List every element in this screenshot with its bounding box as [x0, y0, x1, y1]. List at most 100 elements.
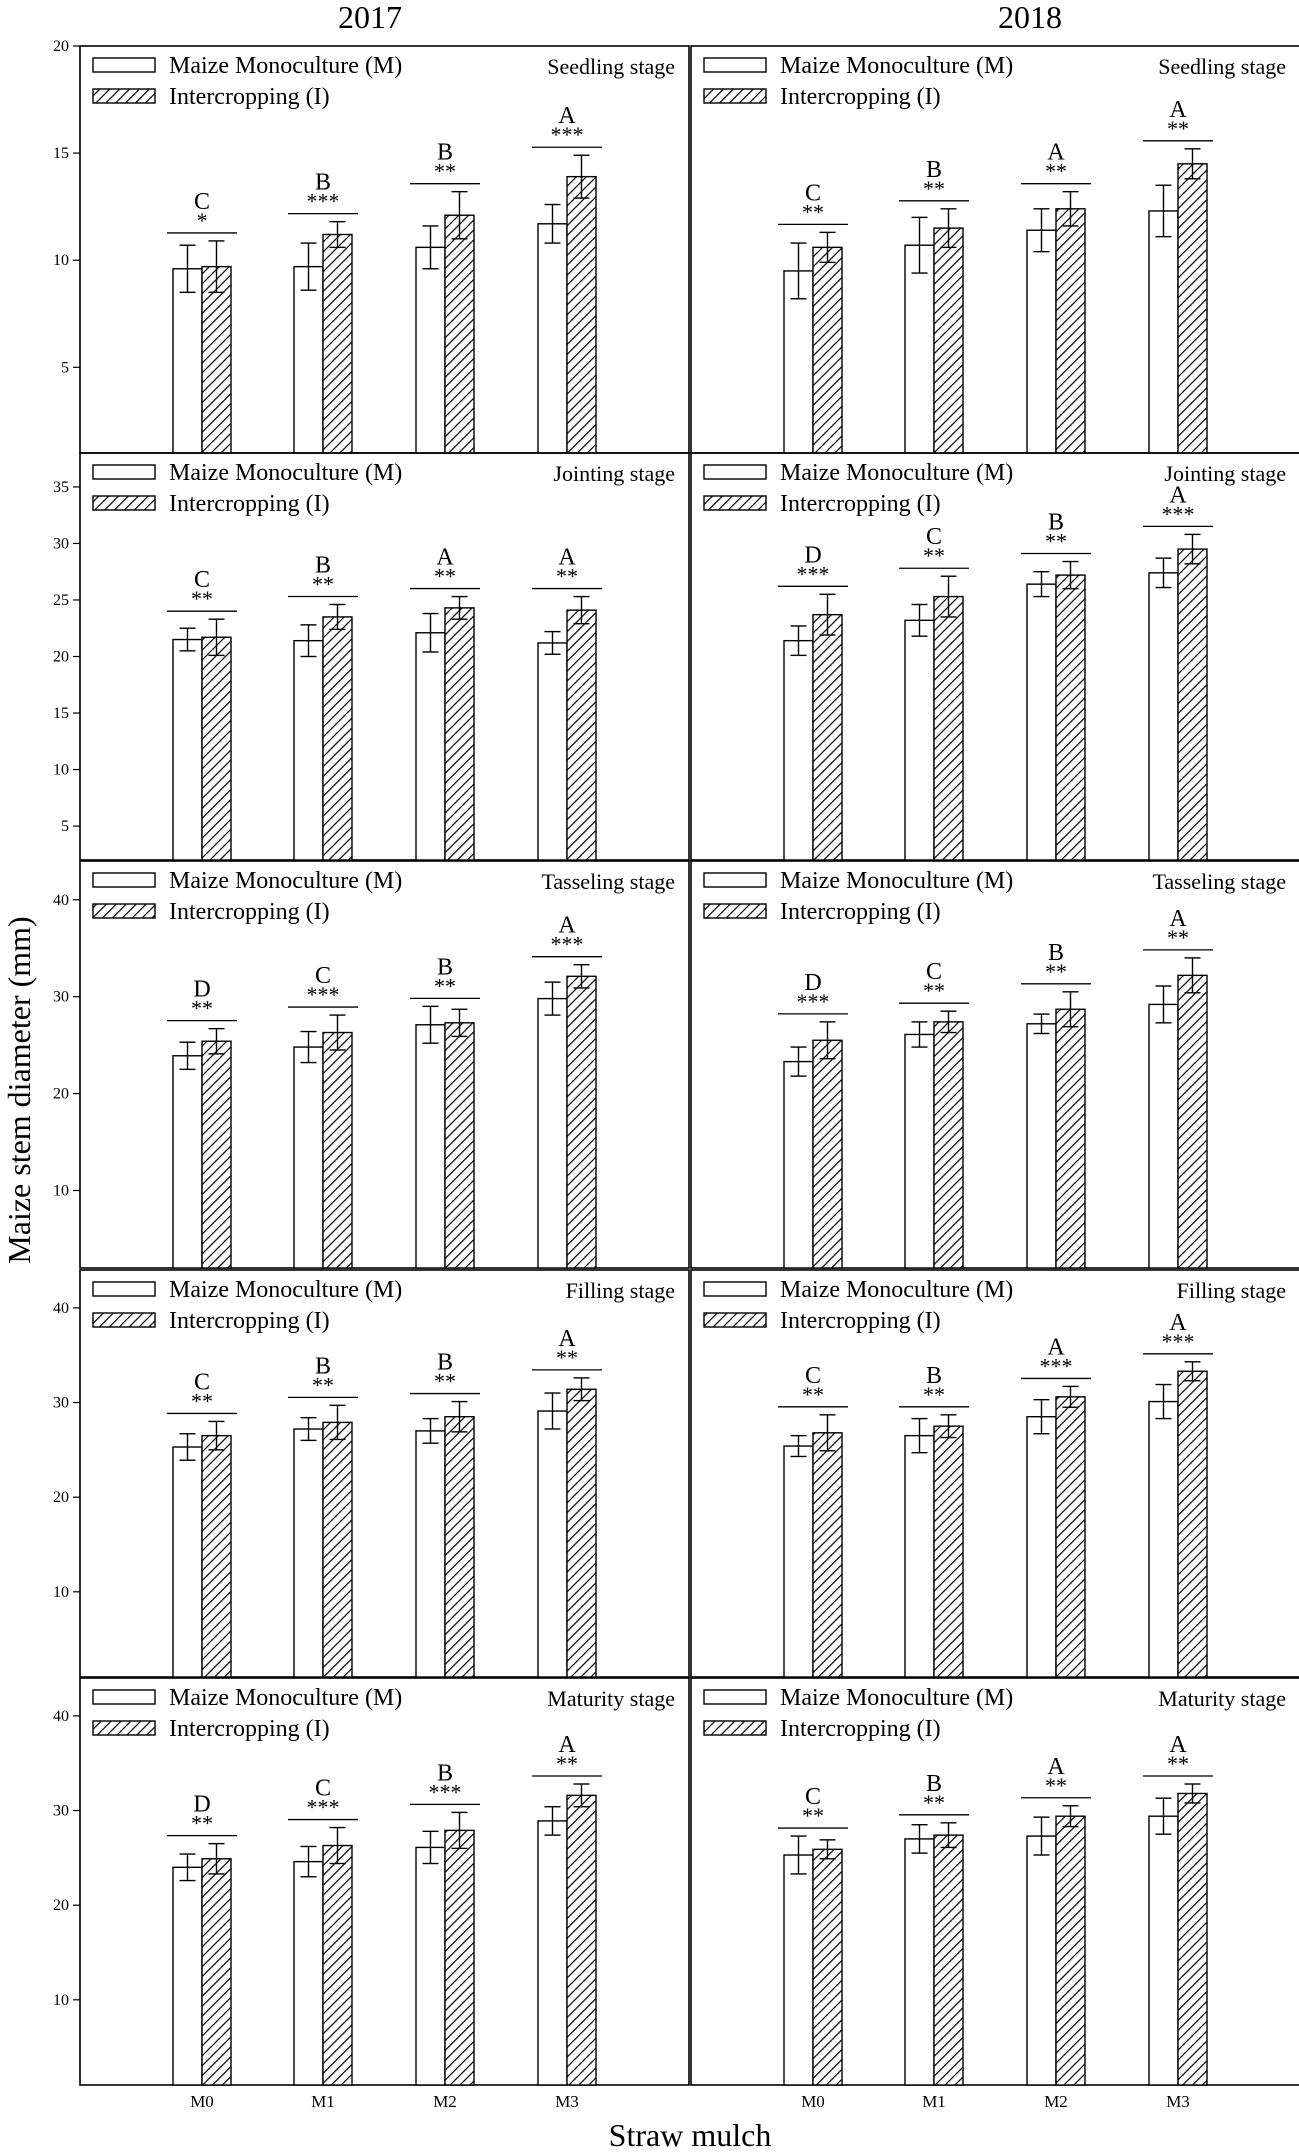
- panel-frame: [690, 1269, 1299, 1678]
- group-letter: B: [437, 1350, 453, 1376]
- group-letter: B: [926, 1363, 942, 1389]
- bar-monoculture: [783, 1445, 814, 1678]
- bar-intercropping: [201, 1858, 232, 2086]
- group-letter: A: [1169, 482, 1187, 508]
- significance-stars: **: [191, 586, 213, 611]
- legend-swatch-monoculture: [703, 872, 767, 888]
- bar-monoculture: [293, 1428, 324, 1678]
- y-tick-label: 5: [61, 359, 69, 376]
- significance-stars: *: [197, 208, 208, 233]
- significance-stars: **: [1045, 1773, 1067, 1798]
- bar-intercropping: [933, 1425, 964, 1678]
- bar-monoculture: [904, 1434, 935, 1678]
- bar-monoculture: [1148, 1400, 1179, 1678]
- significance-stars: ***: [1162, 1329, 1195, 1354]
- bar-intercropping: [812, 1039, 843, 1269]
- legend-label-monoculture: Maize Monoculture (M): [169, 53, 402, 79]
- bar-intercropping: [444, 1829, 475, 2086]
- bar-intercropping: [322, 1031, 353, 1269]
- legend-swatch-intercropping: [703, 495, 767, 511]
- bar-monoculture: [904, 1838, 935, 2086]
- group-letter: A: [1169, 97, 1187, 123]
- panel-2018-jointing-stage: Jointing stage Maize Monoculture (M) Inter…: [690, 452, 1299, 861]
- panel-frame: [79, 1269, 690, 1678]
- bar-monoculture: [172, 1866, 203, 2086]
- group-letter: A: [558, 103, 576, 129]
- bar-monoculture: [1026, 1416, 1057, 1678]
- bar-monoculture: [415, 632, 446, 861]
- y-tick-label: 30: [53, 535, 69, 552]
- y-tick-label: 40: [53, 1708, 69, 1725]
- bar-intercropping: [933, 1021, 964, 1269]
- y-tick-label: 20: [53, 1897, 69, 1914]
- x-tick-label: M2: [1044, 2092, 1068, 2111]
- significance-stars: **: [923, 543, 945, 568]
- bar-intercropping: [444, 1416, 475, 1678]
- stage-label: Tasseling stage: [1153, 869, 1286, 894]
- significance-stars: **: [191, 996, 213, 1021]
- panel-2017-tasseling-stage: 10 20 30 40 Tasseling stage Maize Monoculture…: [53, 860, 690, 1269]
- panel-frame: [690, 452, 1299, 861]
- bar-intercropping: [933, 595, 964, 861]
- bar-intercropping: [1055, 1008, 1086, 1269]
- group-letter: C: [194, 189, 210, 215]
- y-tick-label: 40: [53, 1300, 69, 1317]
- legend-swatch-monoculture: [92, 872, 156, 888]
- panel-2017-filling-stage: 10 20 30 40 Filling stage Maize Monoculture (…: [53, 1269, 690, 1678]
- legend-label-intercropping: Intercropping (I): [169, 1716, 330, 1742]
- bar-intercropping: [933, 227, 964, 454]
- bar-monoculture: [537, 642, 568, 861]
- bar-monoculture: [293, 1860, 324, 2086]
- bar-intercropping: [933, 1834, 964, 2086]
- significance-stars: **: [312, 571, 334, 596]
- legend-swatch-monoculture: [703, 1281, 767, 1297]
- bar-intercropping: [201, 1040, 232, 1269]
- stage-label: Maturity stage: [1158, 1686, 1286, 1711]
- bar-intercropping: [1177, 163, 1208, 454]
- bar-monoculture: [904, 1033, 935, 1269]
- panel-frame: [690, 1677, 1299, 2086]
- legend-swatch-intercropping: [92, 495, 156, 511]
- y-tick-label: 30: [53, 989, 69, 1006]
- significance-stars: ***: [307, 189, 340, 214]
- bar-intercropping: [1177, 1370, 1208, 1678]
- bar-intercropping: [812, 613, 843, 861]
- group-letter: A: [1169, 906, 1187, 932]
- group-letter: C: [805, 1363, 821, 1389]
- stage-label: Maturity stage: [547, 1686, 675, 1711]
- significance-stars: **: [1167, 925, 1189, 950]
- bar-intercropping: [322, 1844, 353, 2086]
- legend-swatch-monoculture: [703, 1689, 767, 1705]
- significance-stars: **: [1167, 1751, 1189, 1776]
- bar-monoculture: [293, 639, 324, 861]
- stage-label: Jointing stage: [1164, 461, 1286, 486]
- legend-label-monoculture: Maize Monoculture (M): [169, 1685, 402, 1711]
- legend-swatch-intercropping: [703, 1312, 767, 1328]
- x-tick-label: M1: [311, 2092, 335, 2111]
- bar-monoculture: [172, 1055, 203, 1269]
- group-letter: A: [558, 545, 576, 571]
- significance-stars: **: [1045, 159, 1067, 184]
- legend-swatch-monoculture: [703, 464, 767, 480]
- significance-stars: **: [802, 1803, 824, 1828]
- stage-label: Jointing stage: [553, 461, 675, 486]
- bar-intercropping: [566, 1388, 597, 1678]
- bar-monoculture: [293, 1046, 324, 1269]
- legend-label-intercropping: Intercropping (I): [780, 84, 941, 110]
- group-letter: A: [1047, 1334, 1065, 1360]
- y-tick-label: 20: [53, 649, 69, 666]
- year-title-2018: 2018: [998, 0, 1062, 35]
- group-letter: C: [194, 1369, 210, 1395]
- significance-stars: ***: [797, 989, 830, 1014]
- y-tick-label: 30: [53, 1803, 69, 1820]
- bar-monoculture: [1026, 1835, 1057, 2086]
- group-letter: C: [805, 1784, 821, 1810]
- significance-stars: **: [434, 1369, 456, 1394]
- group-letter: B: [437, 1760, 453, 1786]
- group-letter: C: [315, 963, 331, 989]
- bar-monoculture: [904, 244, 935, 454]
- bar-monoculture: [172, 1446, 203, 1678]
- bar-intercropping: [812, 246, 843, 454]
- group-letter: B: [437, 140, 453, 166]
- significance-stars: ***: [1040, 1353, 1073, 1378]
